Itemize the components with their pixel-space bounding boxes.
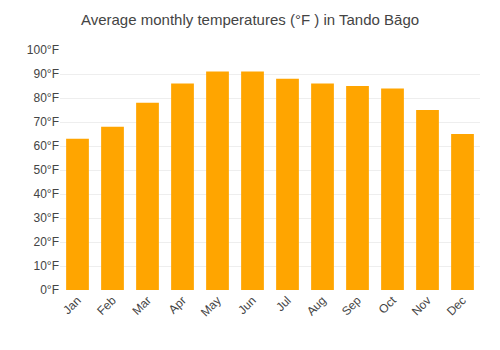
svg-text:10°F: 10°F [34,259,59,273]
svg-text:Jun: Jun [235,293,259,317]
svg-text:Nov: Nov [409,293,434,318]
svg-text:Average monthly temperatures (: Average monthly temperatures (°F ) in Ta… [81,11,419,28]
svg-text:50°F: 50°F [34,163,59,177]
svg-text:Mar: Mar [129,293,154,318]
svg-text:0°F: 0°F [40,283,59,297]
svg-text:Apr: Apr [166,293,189,316]
svg-text:May: May [198,293,224,319]
svg-text:60°F: 60°F [34,139,59,153]
svg-text:20°F: 20°F [34,235,59,249]
svg-text:Aug: Aug [304,293,329,318]
svg-text:90°F: 90°F [34,67,59,81]
svg-text:Sep: Sep [339,293,364,318]
svg-text:Jul: Jul [273,293,294,314]
svg-text:40°F: 40°F [34,187,59,201]
svg-text:70°F: 70°F [34,115,59,129]
svg-text:30°F: 30°F [34,211,59,225]
svg-text:Feb: Feb [94,293,119,318]
svg-text:Jan: Jan [60,293,84,317]
svg-text:Dec: Dec [444,293,469,318]
svg-text:100°F: 100°F [27,43,59,57]
svg-text:Oct: Oct [376,293,400,317]
svg-text:80°F: 80°F [34,91,59,105]
